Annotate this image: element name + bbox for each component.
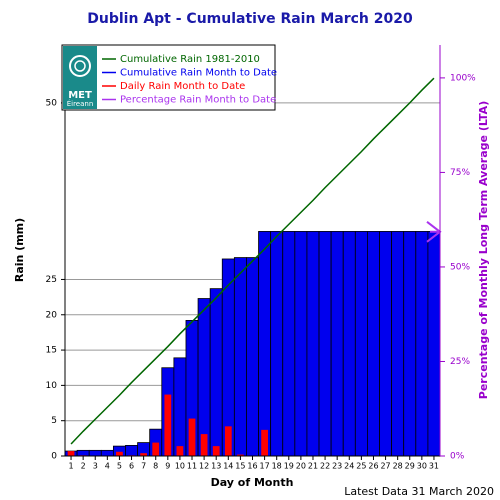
cumulative-bar: [100, 449, 114, 457]
cumulative-bar: [367, 231, 380, 457]
x-tick-label: 31: [429, 462, 439, 471]
y-tick-label: 50: [46, 98, 58, 108]
cumulative-bar: [294, 231, 308, 457]
daily-bar: [176, 446, 184, 456]
y2-axis-label: Percentage of Monthly Long Term Average …: [477, 101, 490, 399]
cumulative-bar: [197, 298, 211, 457]
cumulative-bar: [233, 257, 247, 457]
x-tick-label: 10: [175, 462, 185, 471]
y-tick-label: 20: [46, 310, 58, 320]
x-tick-label: 30: [417, 462, 427, 471]
x-tick-label: 26: [368, 462, 378, 471]
daily-bar: [188, 418, 196, 456]
x-tick-label: 1: [69, 462, 74, 471]
cumulative-bar: [209, 288, 223, 457]
cumulative-bar: [354, 231, 368, 457]
y-tick-label: 0: [51, 452, 57, 462]
cumulative-bar: [258, 231, 272, 457]
y2-tick-label: 0%: [450, 452, 465, 462]
x-tick-label: 17: [260, 462, 270, 471]
daily-bar: [237, 454, 244, 456]
cumulative-bar: [379, 231, 393, 457]
cumulative-bar: [282, 231, 296, 457]
x-tick-label: 15: [235, 462, 245, 471]
x-tick-label: 12: [199, 462, 209, 471]
x-axis-label: Day of Month: [211, 476, 294, 489]
x-tick-label: 21: [308, 462, 318, 471]
y-axis-label: Rain (mm): [13, 218, 26, 282]
logo-swirl: [74, 60, 86, 72]
x-tick-label: 11: [187, 462, 197, 471]
cumulative-bar: [318, 231, 332, 457]
x-tick-label: 28: [393, 462, 403, 471]
x-tick-label: 7: [141, 462, 146, 471]
daily-bar: [224, 426, 232, 456]
cumulative-bar: [88, 449, 102, 457]
x-tick-label: 3: [93, 462, 98, 471]
daily-bar: [152, 442, 160, 456]
y2-tick-label: 100%: [450, 73, 476, 83]
x-tick-label: 2: [81, 462, 86, 471]
normal-line: [70, 77, 435, 445]
y-tick-label: 25: [46, 275, 57, 285]
legend-label: Percentage Rain Month to Date: [120, 95, 276, 106]
x-tick-label: 4: [105, 462, 110, 471]
x-tick-label: 14: [223, 462, 233, 471]
x-tick-label: 24: [344, 462, 354, 471]
cumulative-bar: [330, 231, 344, 457]
x-tick-label: 9: [165, 462, 170, 471]
x-tick-label: 16: [247, 462, 257, 471]
chart-title: Dublin Apt - Cumulative Rain March 2020: [87, 11, 413, 27]
cumulative-bar: [76, 449, 90, 457]
x-tick-label: 23: [332, 462, 342, 471]
daily-bar: [200, 434, 208, 456]
logo-swirl: [69, 55, 91, 77]
y-tick-label: 10: [46, 381, 58, 391]
y-tick-label: 15: [46, 346, 57, 356]
x-tick-label: 19: [284, 462, 294, 471]
x-tick-label: 25: [356, 462, 366, 471]
daily-bar: [67, 451, 75, 456]
x-tick-label: 13: [211, 462, 221, 471]
cumulative-bar: [270, 231, 284, 457]
x-tick-label: 8: [153, 462, 158, 471]
cumulative-bar: [125, 445, 138, 457]
x-tick-label: 6: [129, 462, 134, 471]
x-tick-label: 18: [272, 462, 282, 471]
legend-label: Cumulative Rain 1981-2010: [120, 54, 260, 65]
cumulative-bar: [427, 231, 441, 457]
cumulative-bar: [306, 231, 320, 457]
logo-text: Éireann: [67, 99, 94, 108]
cumulative-bar: [403, 231, 417, 457]
legend-label: Daily Rain Month to Date: [120, 81, 245, 92]
cumulative-bar: [173, 357, 187, 457]
x-tick-label: 5: [117, 462, 122, 471]
daily-bar: [212, 446, 220, 456]
cumulative-bar: [246, 257, 259, 457]
x-tick-label: 20: [296, 462, 306, 471]
daily-bar: [140, 453, 148, 456]
y2-tick-label: 25%: [450, 357, 470, 367]
legend-box: [61, 44, 276, 111]
daily-bar: [261, 429, 268, 456]
x-tick-label: 27: [380, 462, 390, 471]
x-tick-label: 22: [320, 462, 330, 471]
x-tick-label: 29: [405, 462, 415, 471]
daily-bar: [116, 451, 123, 456]
cumulative-bar: [415, 231, 429, 457]
logo-text: MET: [68, 90, 92, 101]
cumulative-bar: [342, 231, 356, 457]
y-tick-label: 5: [51, 416, 57, 426]
y2-tick-label: 75%: [450, 168, 470, 178]
footer: Latest Data 31 March 2020: [344, 485, 494, 498]
y2-tick-label: 50%: [450, 262, 470, 272]
legend-label: Cumulative Rain Month to Date: [120, 68, 277, 79]
cumulative-bar: [391, 231, 405, 457]
daily-bar: [164, 394, 172, 456]
